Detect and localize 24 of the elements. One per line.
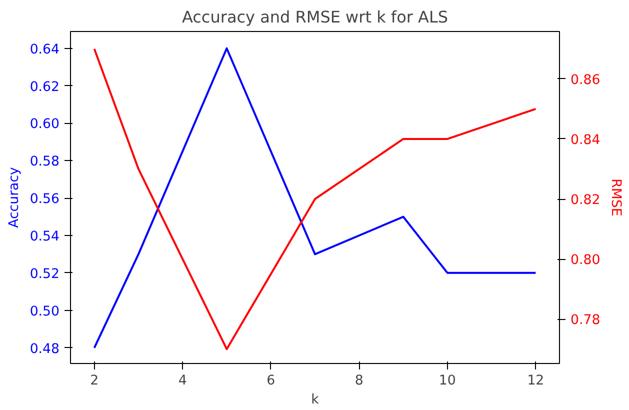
x-tick-label: 4	[178, 374, 187, 388]
y2-axis-title: RMSE	[608, 178, 624, 216]
y-tick-label: 0.54	[30, 229, 60, 244]
y2-tick-label: 0.86	[570, 72, 600, 88]
y-tick-label: 0.60	[30, 117, 60, 132]
x-tick-label: 10	[438, 374, 456, 388]
chart-title: Accuracy and RMSE wrt k for ALS	[182, 8, 448, 26]
y-tick-label: 0.50	[30, 304, 60, 320]
y-tick-label: 0.52	[30, 266, 60, 282]
y-tick-label: 0.58	[30, 154, 60, 170]
y-tick-label: 0.56	[30, 192, 60, 208]
x-tick-label: 2	[90, 374, 99, 388]
x-tick-label: 6	[266, 374, 276, 388]
x-tick-label: 12	[527, 374, 544, 388]
y-tick-label: 0.64	[30, 42, 60, 58]
y2-tick-label: 0.80	[570, 253, 600, 268]
y2-tick-label: 0.82	[570, 193, 600, 208]
y-tick-label: 0.48	[30, 342, 60, 357]
y2-tick-label: 0.78	[570, 313, 600, 328]
y2-tick-label: 0.84	[570, 132, 600, 148]
y-tick-label: 0.62	[30, 80, 60, 95]
x-tick-label: 8	[354, 374, 364, 388]
x-axis-title: k	[311, 392, 320, 408]
y-axis-title: Accuracy	[6, 166, 22, 228]
